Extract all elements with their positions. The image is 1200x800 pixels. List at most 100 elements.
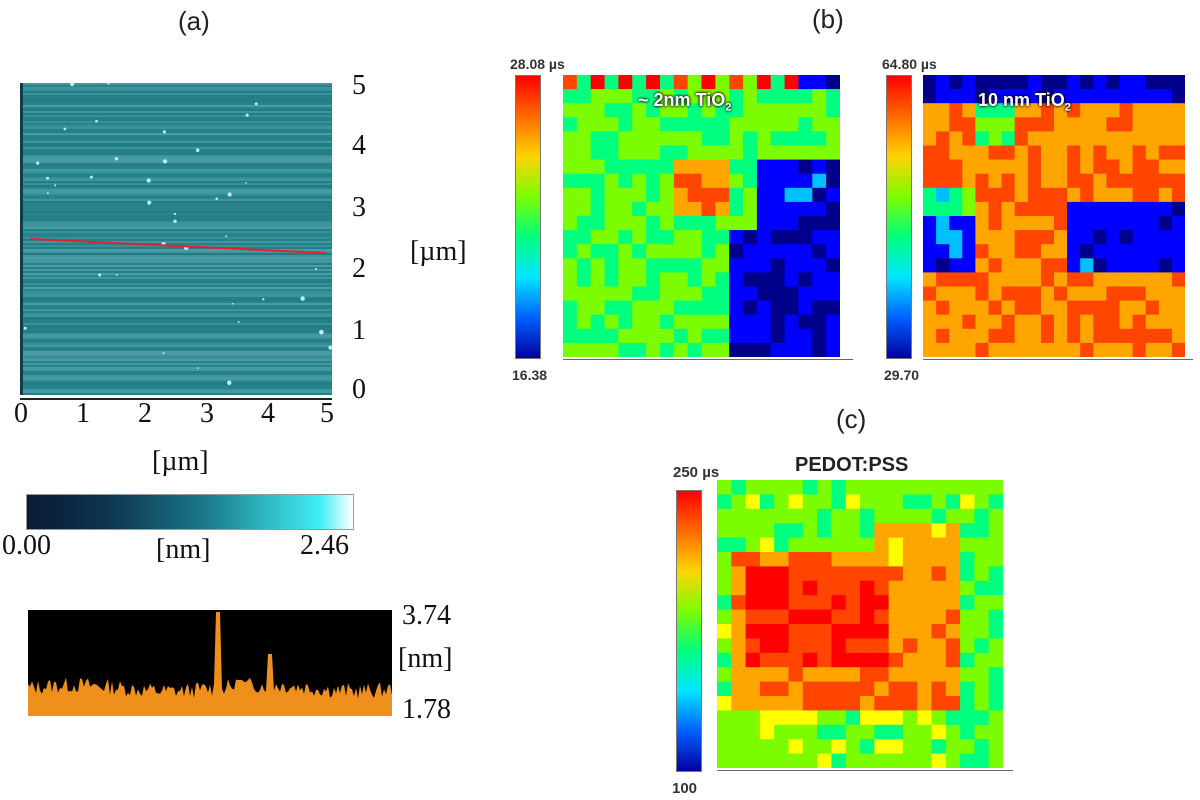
map-cell [774, 724, 789, 740]
map-cell [632, 145, 647, 161]
map-cell [988, 159, 1003, 175]
afm-scan-line [20, 247, 332, 249]
map-cell [759, 508, 775, 524]
afm-scan-line [20, 295, 332, 297]
map-cell [1027, 230, 1042, 245]
map-cell [1171, 103, 1186, 118]
map-cell [1119, 244, 1134, 259]
map-cell [701, 201, 716, 217]
map-cell [659, 300, 675, 316]
map-cell [604, 159, 619, 175]
afm-x-axis-line [20, 398, 332, 400]
map-cell [715, 314, 730, 330]
map-cell [563, 230, 578, 245]
map-cell [784, 75, 799, 90]
map-cell [576, 244, 592, 259]
right-map-title-subscript: 2 [1064, 101, 1071, 114]
map-cell [774, 523, 789, 539]
map-cell [659, 286, 675, 302]
map-cell [646, 75, 661, 90]
afm-scan-line [20, 375, 332, 377]
map-cell [988, 696, 1004, 711]
map-cell [945, 739, 961, 755]
afm-scan-line [20, 331, 332, 333]
map-cell [949, 145, 963, 161]
map-cell [812, 272, 827, 287]
afm-particle [254, 102, 258, 106]
map-cell [826, 159, 841, 175]
map-cell [1054, 187, 1068, 203]
map-cell [1080, 244, 1094, 259]
map-cell [945, 566, 961, 582]
map-cell [715, 258, 730, 273]
map-cell [646, 173, 661, 189]
map-cell [798, 314, 813, 330]
afm-particle [231, 302, 234, 305]
map-cell [1054, 173, 1068, 189]
map-cell [1106, 230, 1120, 245]
map-cell [888, 724, 904, 740]
map-cell [936, 187, 950, 203]
afm-particle [173, 219, 177, 223]
map-cell [756, 89, 772, 104]
map-cell [988, 480, 1004, 495]
afm-scan-line [20, 177, 332, 179]
map-cell [988, 508, 1004, 524]
afm-particle [162, 352, 165, 355]
map-cell [701, 75, 716, 90]
map-cell [945, 552, 961, 567]
profile-min-label: 1.78 [402, 694, 451, 725]
afm-scan-line [20, 179, 332, 181]
map-cell [962, 300, 976, 316]
afm-scan-line [20, 151, 332, 153]
map-cell [590, 244, 606, 259]
map-cell [798, 117, 813, 132]
afm-scan-line [20, 97, 332, 99]
map-cell [687, 342, 702, 358]
map-cell [1145, 286, 1160, 302]
map-cell [1119, 342, 1134, 358]
map-cell [1001, 300, 1016, 316]
afm-x-tick: 0 [14, 398, 28, 429]
map-cell [936, 342, 950, 358]
map-cell [949, 173, 963, 189]
map-cell [1119, 89, 1134, 104]
map-cell [974, 595, 990, 611]
map-cell [1145, 201, 1160, 217]
map-cell [888, 681, 904, 697]
map-cell [646, 89, 661, 104]
map-cell [1132, 216, 1147, 231]
map-cell [923, 328, 937, 344]
map-cell [673, 145, 689, 161]
left-map-axis-ticks [563, 359, 853, 368]
map-cell [743, 131, 758, 146]
map-cell [715, 230, 730, 245]
map-cell [812, 201, 827, 217]
map-cell [715, 201, 730, 217]
map-cell [1119, 314, 1134, 330]
map-cell [756, 159, 772, 175]
map-cell [715, 75, 730, 90]
map-cell [1067, 230, 1081, 245]
afm-scan-line [20, 117, 332, 119]
map-cell [1132, 201, 1147, 217]
afm-scan-line [20, 299, 332, 301]
afm-particle [300, 296, 305, 301]
map-cell [845, 753, 861, 769]
map-cell [917, 537, 932, 553]
afm-scan-line [20, 135, 332, 137]
map-cell [788, 681, 804, 697]
map-cell [774, 552, 789, 567]
map-cell [817, 480, 832, 495]
map-cell [1054, 131, 1068, 146]
map-cell [659, 314, 675, 330]
map-cell [646, 117, 661, 132]
map-cell [1080, 145, 1094, 161]
afm-scan-line [20, 275, 332, 277]
map-cell [1027, 75, 1042, 90]
map-cell [1054, 117, 1068, 132]
map-cell [1080, 258, 1094, 273]
map-cell [632, 342, 647, 358]
map-cell [860, 595, 875, 611]
map-cell [798, 103, 813, 118]
